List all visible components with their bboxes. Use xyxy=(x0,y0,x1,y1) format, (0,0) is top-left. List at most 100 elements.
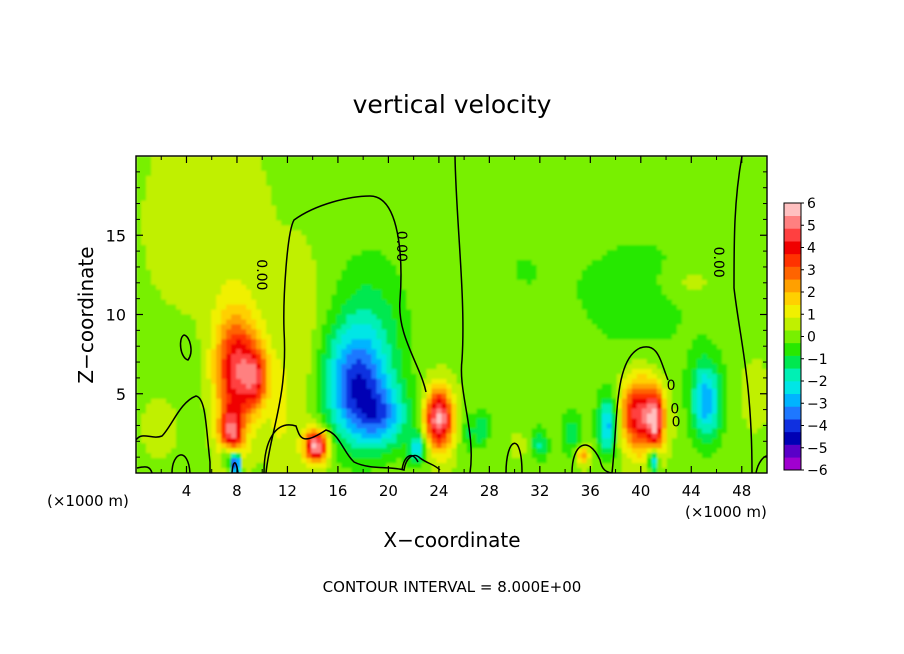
heatmap-cell xyxy=(551,319,558,325)
heatmap-cell xyxy=(296,274,302,281)
heatmap-cell xyxy=(366,260,372,266)
heatmap-cell xyxy=(741,339,748,345)
heatmap-cell xyxy=(241,235,247,241)
heatmap-cell xyxy=(456,180,463,187)
heatmap-cell xyxy=(386,175,393,182)
heatmap-cell xyxy=(446,240,453,246)
heatmap-cell xyxy=(441,274,448,281)
heatmap-cell xyxy=(361,225,367,231)
heatmap-cell xyxy=(171,165,177,172)
heatmap-cell xyxy=(741,205,748,212)
heatmap-cell xyxy=(606,339,613,345)
heatmap-cell xyxy=(671,289,678,296)
heatmap-cell xyxy=(206,240,212,246)
heatmap-cell xyxy=(681,230,688,236)
heatmap-cell xyxy=(566,245,573,251)
heatmap-cell xyxy=(276,344,282,350)
heatmap-cell xyxy=(676,294,683,301)
heatmap-cell xyxy=(576,250,583,256)
heatmap-cell xyxy=(666,289,673,296)
heatmap-cell xyxy=(211,165,217,172)
heatmap-cell xyxy=(486,344,493,350)
heatmap-cell xyxy=(586,329,593,335)
heatmap-cell xyxy=(146,200,152,207)
heatmap-cell xyxy=(306,250,312,256)
heatmap-cell xyxy=(671,250,678,256)
heatmap-cell xyxy=(306,334,312,340)
heatmap-cell xyxy=(726,260,733,266)
heatmap-cell xyxy=(316,195,322,202)
heatmap-cell xyxy=(641,190,648,197)
heatmap-cell xyxy=(436,205,443,212)
heatmap-cell xyxy=(411,279,418,286)
heatmap-cell xyxy=(621,250,628,256)
heatmap-cell xyxy=(421,230,428,236)
heatmap-cell xyxy=(151,160,157,167)
heatmap-cell xyxy=(491,274,498,281)
heatmap-cell xyxy=(731,170,738,177)
heatmap-cell xyxy=(456,225,463,231)
heatmap-cell xyxy=(686,230,693,236)
heatmap-cell xyxy=(526,165,533,172)
heatmap-cell xyxy=(626,160,633,167)
heatmap-cell xyxy=(411,274,418,281)
heatmap-cell xyxy=(251,200,257,207)
heatmap-cell xyxy=(716,215,723,221)
heatmap-cell xyxy=(441,170,448,177)
heatmap-cell xyxy=(586,279,593,286)
heatmap-cell xyxy=(616,185,623,192)
heatmap-cell xyxy=(396,294,403,301)
heatmap-cell xyxy=(361,190,367,197)
heatmap-cell xyxy=(276,156,282,162)
heatmap-cell xyxy=(541,160,548,167)
heatmap-cell xyxy=(526,210,533,217)
heatmap-cell xyxy=(396,220,403,226)
heatmap-cell xyxy=(201,170,207,177)
heatmap-cell xyxy=(516,279,523,286)
heatmap-cell xyxy=(676,344,683,350)
heatmap-cell xyxy=(436,344,443,350)
heatmap-cell xyxy=(561,264,568,271)
heatmap-cell xyxy=(426,156,433,162)
heatmap-cell xyxy=(546,210,553,217)
heatmap-cell xyxy=(691,319,698,325)
heatmap-cell xyxy=(551,255,558,261)
heatmap-cell xyxy=(511,269,518,276)
heatmap-cell xyxy=(376,165,382,172)
heatmap-cell xyxy=(421,260,428,266)
heatmap-cell xyxy=(561,334,568,340)
heatmap-cell xyxy=(591,230,598,236)
heatmap-cell xyxy=(221,165,227,172)
heatmap-cell xyxy=(416,200,423,207)
heatmap-cell xyxy=(741,344,748,350)
heatmap-cell xyxy=(321,260,327,266)
heatmap-cell xyxy=(431,215,438,221)
heatmap-cell xyxy=(716,205,723,212)
heatmap-cell xyxy=(456,309,463,316)
heatmap-cell xyxy=(156,215,162,221)
heatmap-cell xyxy=(136,324,142,330)
heatmap-cell xyxy=(641,240,648,246)
heatmap-cell xyxy=(756,294,763,301)
heatmap-cell xyxy=(546,225,553,231)
heatmap-cell xyxy=(286,230,292,236)
heatmap-cell xyxy=(141,190,147,197)
heatmap-cell xyxy=(331,299,337,306)
heatmap-cell xyxy=(541,279,548,286)
heatmap-cell xyxy=(536,294,543,301)
heatmap-cell xyxy=(566,175,573,182)
heatmap-cell xyxy=(716,200,723,207)
heatmap-cell xyxy=(466,250,473,256)
heatmap-cell xyxy=(161,170,167,177)
heatmap-cell xyxy=(651,329,658,335)
heatmap-cell xyxy=(751,195,758,202)
heatmap-cell xyxy=(676,289,683,296)
heatmap-cell xyxy=(276,175,282,182)
heatmap-cell xyxy=(321,225,327,231)
heatmap-cell xyxy=(491,220,498,226)
heatmap-cell xyxy=(701,180,708,187)
heatmap-cell xyxy=(626,230,633,236)
heatmap-cell xyxy=(646,195,653,202)
heatmap-cell xyxy=(661,215,668,221)
heatmap-cell xyxy=(691,156,698,162)
